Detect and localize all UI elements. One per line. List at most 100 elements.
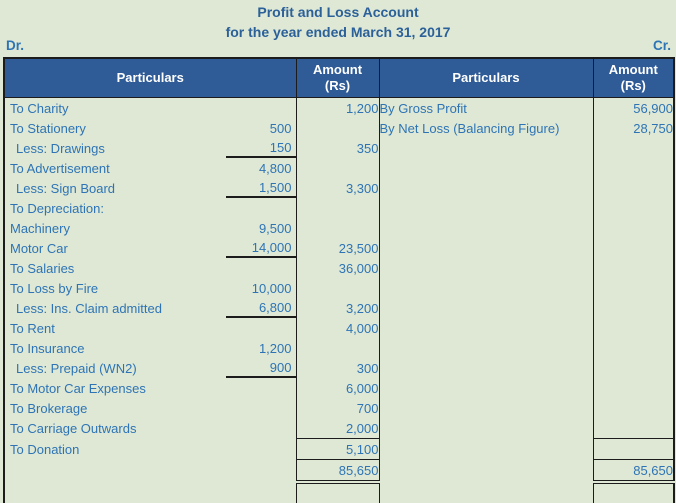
particulars-cell: To Insurance 1,200 <box>4 338 297 358</box>
header-row: Particulars Amount (Rs) Particulars Amou… <box>3 57 675 98</box>
particulars-cell <box>379 278 594 298</box>
table-row: To Rent 4,000 <box>4 318 674 338</box>
amount-cell: 6,000 <box>296 378 380 398</box>
table-row: To Donation 5,100 <box>4 438 674 460</box>
amount-cell <box>593 198 674 218</box>
particulars-cell: Motor Car 14,000 <box>4 238 297 258</box>
amount-cell: 36,000 <box>296 258 380 278</box>
particulars-cell: Machinery 9,500 <box>4 218 297 238</box>
amount-cell <box>593 398 674 418</box>
particulars-cell: To Loss by Fire 10,000 <box>4 278 297 298</box>
col-header-particulars-left: Particulars <box>3 57 297 98</box>
amount-cell: 2,000 <box>296 418 380 439</box>
sub-amount: 1,200 <box>258 340 292 356</box>
entry-label: To Depreciation: <box>10 200 104 216</box>
amount-cell <box>593 358 674 378</box>
particulars-cell <box>379 158 594 178</box>
particulars-cell <box>379 258 594 278</box>
entry-label: To Stationery <box>10 120 86 136</box>
sub-amount: 6,800 <box>225 298 295 318</box>
col-header-label: (Rs) <box>620 78 646 93</box>
entry-label: To Brokerage <box>10 400 88 416</box>
table-row: Less: Prepaid (WN2) 900 300 <box>4 358 674 378</box>
particulars-cell <box>379 459 594 482</box>
amount-cell <box>296 218 380 238</box>
table-row: Motor Car 14,000 23,500 <box>4 238 674 258</box>
table-row: To Advertisement 4,800 <box>4 158 674 178</box>
sub-amount <box>226 258 296 278</box>
amount-cell <box>593 482 674 503</box>
entry-label: To Charity <box>10 100 69 116</box>
sub-amount <box>226 398 296 418</box>
table-row: To Stationery 500 By Net Loss (Balancing … <box>4 118 674 138</box>
particulars-cell: To Rent <box>4 318 297 338</box>
total-row: 85,650 85,650 <box>4 459 674 484</box>
entry-label: To Donation <box>10 441 80 457</box>
particulars-cell <box>4 459 297 482</box>
entry-label: Less: Prepaid (WN2) <box>16 360 137 376</box>
sub-amount: 900 <box>225 358 295 378</box>
entry-label <box>5 483 226 503</box>
amount-cell: 23,500 <box>296 238 380 258</box>
sub-amount: 1,500 <box>225 178 295 198</box>
sub-amount: 150 <box>225 138 295 158</box>
particulars-cell: To Brokerage <box>4 398 297 418</box>
table-row: To Charity 1,200 By Gross Profit 56,900 <box>4 97 674 118</box>
col-header-label: Amount <box>312 62 363 77</box>
amount-cell: 28,750 <box>633 120 673 136</box>
cr-label: Cr. <box>652 38 671 53</box>
entry-label: To Loss by Fire <box>10 280 99 296</box>
table-row: To Insurance 1,200 <box>4 338 674 358</box>
amount-cell: 5,100 <box>296 438 380 460</box>
account-period: for the year ended March 31, 2017 <box>225 24 451 40</box>
particulars-cell <box>379 358 594 378</box>
table-row: Less: Ins. Claim admitted 6,800 3,200 <box>4 298 674 318</box>
particulars-cell <box>4 482 297 503</box>
col-header-amount-right: Amount (Rs) <box>592 57 675 98</box>
particulars-cell <box>379 482 594 503</box>
particulars-cell <box>379 398 594 418</box>
entry-label: To Rent <box>10 320 55 336</box>
amount-cell <box>593 418 674 439</box>
dr-label: Dr. <box>6 38 25 53</box>
entry-label: Machinery <box>10 220 70 236</box>
sub-amount <box>226 318 296 338</box>
table-row: Machinery 9,500 <box>4 218 674 238</box>
particulars-cell: To Motor Car Expenses <box>4 378 297 398</box>
sub-amount: 9,500 <box>258 220 292 236</box>
entry-label: To Salaries <box>10 260 75 276</box>
particulars-cell <box>379 418 594 439</box>
amount-cell <box>296 482 380 503</box>
table-row: To Brokerage 700 <box>4 398 674 418</box>
amount-cell: 300 <box>296 358 380 378</box>
sub-amount <box>226 98 296 118</box>
entry-label: To Motor Car Expenses <box>10 380 146 396</box>
particulars-cell: To Depreciation: <box>4 198 297 218</box>
amount-cell <box>593 338 674 358</box>
particulars-cell: Less: Sign Board 1,500 <box>4 178 297 198</box>
sub-amount <box>226 483 296 503</box>
amount-cell: 56,900 <box>633 100 673 116</box>
particulars-cell <box>379 198 594 218</box>
sub-amount: 10,000 <box>251 280 292 296</box>
particulars-cell <box>379 438 594 460</box>
col-header-label: (Rs) <box>324 78 351 93</box>
amount-cell: 700 <box>296 398 380 418</box>
amount-cell <box>296 118 380 138</box>
entry-label: Less: Drawings <box>16 140 105 156</box>
particulars-cell: To Donation <box>4 438 297 460</box>
entry-label: To Insurance <box>10 340 85 356</box>
entry-label: Less: Sign Board <box>16 180 116 196</box>
amount-cell <box>593 138 674 158</box>
col-header-label: Amount <box>608 62 658 77</box>
table-row: To Loss by Fire 10,000 <box>4 278 674 298</box>
table-row: To Motor Car Expenses 6,000 <box>4 378 674 398</box>
amount-cell <box>593 158 674 178</box>
amount-cell: 4,000 <box>296 318 380 338</box>
particulars-cell: Less: Ins. Claim admitted 6,800 <box>4 298 297 318</box>
sub-amount <box>226 418 296 438</box>
sub-amount <box>226 378 296 398</box>
amount-cell: 350 <box>296 138 380 158</box>
particulars-cell <box>379 178 594 198</box>
